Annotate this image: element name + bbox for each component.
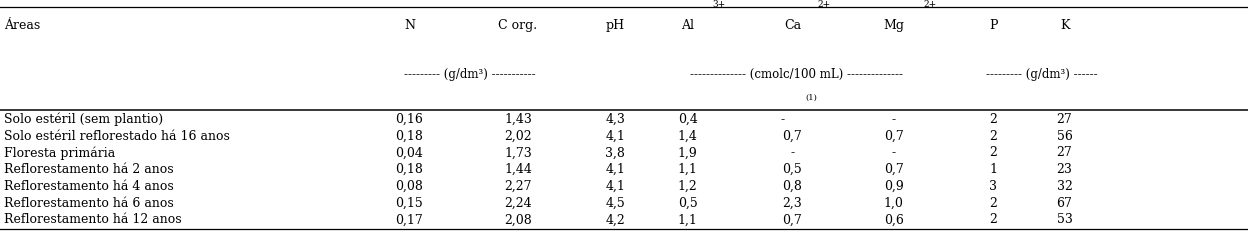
- Text: 2,02: 2,02: [504, 130, 532, 143]
- Text: 0,7: 0,7: [782, 213, 802, 227]
- Text: P: P: [990, 19, 997, 32]
- Text: 56: 56: [1057, 130, 1072, 143]
- Text: 0,9: 0,9: [884, 180, 904, 193]
- Text: 53: 53: [1057, 213, 1072, 227]
- Text: 2: 2: [990, 197, 997, 210]
- Text: 2: 2: [990, 130, 997, 143]
- Text: 4,1: 4,1: [605, 180, 625, 193]
- Text: 0,5: 0,5: [782, 163, 802, 176]
- Text: 1,4: 1,4: [678, 130, 698, 143]
- Text: 4,5: 4,5: [605, 197, 625, 210]
- Text: 0,17: 0,17: [396, 213, 423, 227]
- Text: -: -: [790, 146, 795, 159]
- Text: 0,5: 0,5: [678, 197, 698, 210]
- Text: N: N: [404, 19, 414, 32]
- Text: 27: 27: [1057, 146, 1072, 159]
- Text: 0,16: 0,16: [396, 113, 423, 126]
- Text: -: -: [891, 113, 896, 126]
- Text: 2,08: 2,08: [504, 213, 532, 227]
- Text: 2: 2: [990, 213, 997, 227]
- Text: 0,7: 0,7: [782, 130, 802, 143]
- Text: 2,3: 2,3: [782, 197, 802, 210]
- Text: Floresta primária: Floresta primária: [4, 146, 115, 160]
- Text: 1,73: 1,73: [504, 146, 532, 159]
- Text: Ca: Ca: [784, 19, 801, 32]
- Text: 4,1: 4,1: [605, 163, 625, 176]
- Text: 0,18: 0,18: [396, 130, 423, 143]
- Text: -------------- (cmolᴄ/100 mL) --------------: -------------- (cmolᴄ/100 mL) ----------…: [690, 68, 904, 81]
- Text: 1,44: 1,44: [504, 163, 532, 176]
- Text: 3+: 3+: [713, 0, 726, 9]
- Text: Reflorestamento há 12 anos: Reflorestamento há 12 anos: [4, 213, 181, 227]
- Text: 0,7: 0,7: [884, 130, 904, 143]
- Text: 67: 67: [1057, 197, 1072, 210]
- Text: 27: 27: [1057, 113, 1072, 126]
- Text: Reflorestamento há 4 anos: Reflorestamento há 4 anos: [4, 180, 173, 193]
- Text: (1): (1): [805, 94, 817, 102]
- Text: 4,2: 4,2: [605, 213, 625, 227]
- Text: Solo estéril (sem plantio): Solo estéril (sem plantio): [4, 113, 163, 126]
- Text: 32: 32: [1057, 180, 1072, 193]
- Text: 0,8: 0,8: [782, 180, 802, 193]
- Text: 0,6: 0,6: [884, 213, 904, 227]
- Text: 2+: 2+: [924, 0, 937, 9]
- Text: 1,9: 1,9: [678, 146, 698, 159]
- Text: 1,2: 1,2: [678, 180, 698, 193]
- Text: -: -: [780, 113, 785, 126]
- Text: 0,18: 0,18: [396, 163, 423, 176]
- Text: 3,8: 3,8: [605, 146, 625, 159]
- Text: Reflorestamento há 6 anos: Reflorestamento há 6 anos: [4, 197, 173, 210]
- Text: pH: pH: [605, 19, 625, 32]
- Text: --------- (g/dm³) -----------: --------- (g/dm³) -----------: [404, 68, 535, 81]
- Text: 23: 23: [1057, 163, 1072, 176]
- Text: 2,27: 2,27: [504, 180, 532, 193]
- Text: --------- (g/dm³) ------: --------- (g/dm³) ------: [986, 68, 1097, 81]
- Text: 0,15: 0,15: [396, 197, 423, 210]
- Text: 1,1: 1,1: [678, 163, 698, 176]
- Text: 2: 2: [990, 113, 997, 126]
- Text: 3: 3: [990, 180, 997, 193]
- Text: 1: 1: [990, 163, 997, 176]
- Text: Áreas: Áreas: [4, 19, 40, 32]
- Text: K: K: [1060, 19, 1070, 32]
- Text: 0,7: 0,7: [884, 163, 904, 176]
- Text: 0,4: 0,4: [678, 113, 698, 126]
- Text: 2: 2: [990, 146, 997, 159]
- Text: Solo estéril reflorestado há 16 anos: Solo estéril reflorestado há 16 anos: [4, 130, 230, 143]
- Text: Al: Al: [681, 19, 694, 32]
- Text: 0,08: 0,08: [396, 180, 423, 193]
- Text: 1,43: 1,43: [504, 113, 532, 126]
- Text: 4,1: 4,1: [605, 130, 625, 143]
- Text: 4,3: 4,3: [605, 113, 625, 126]
- Text: Mg: Mg: [884, 19, 904, 32]
- Text: C org.: C org.: [498, 19, 538, 32]
- Text: 1,0: 1,0: [884, 197, 904, 210]
- Text: Reflorestamento há 2 anos: Reflorestamento há 2 anos: [4, 163, 173, 176]
- Text: 0,04: 0,04: [396, 146, 423, 159]
- Text: -: -: [891, 146, 896, 159]
- Text: 2+: 2+: [817, 0, 831, 9]
- Text: 2,24: 2,24: [504, 197, 532, 210]
- Text: 1,1: 1,1: [678, 213, 698, 227]
